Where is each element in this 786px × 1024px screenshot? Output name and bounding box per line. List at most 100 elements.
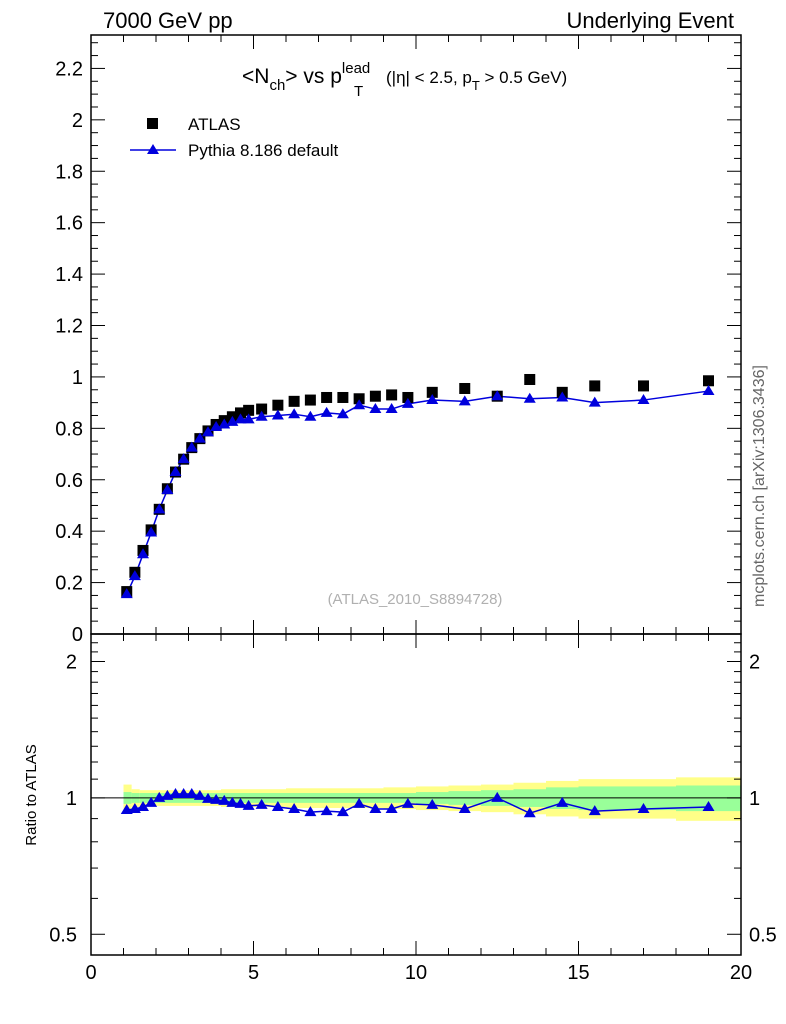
ratio-y-tick-label-right: 2 [749,651,760,673]
pythia-data-point [304,410,317,421]
ratio-y-tick-label: 2 [66,651,77,673]
legend-atlas-marker [147,118,158,129]
pythia-data-point [458,395,471,406]
pythia-data-point [426,394,439,405]
pythia-data-point [385,403,398,414]
pythia-ratio-point [288,803,301,814]
pythia-data-point [210,421,223,432]
pythia-ratio-point [210,793,223,804]
ratio-y-axis-label: Ratio to ATLAS [23,744,40,845]
main-y-tick-label: 0.8 [55,418,83,440]
pythia-ratio-point [242,799,255,810]
pythia-ratio-point [255,798,268,809]
atlas-data-point [235,407,246,419]
ratio-panel: 0.5 0.5 1 1 2 2 0 5 10 15 20 Ratio to ATLAS [23,633,777,984]
pythia-data-point [588,396,601,407]
pythia-data-point [401,397,414,408]
title-mid: > vs p [285,65,342,88]
pythia-data-point [145,526,158,537]
pythia-data-point [242,413,255,424]
atlas-data-point [243,404,255,416]
pythia-data-point [637,394,650,405]
pythia-data-point [202,426,214,437]
main-x-axis [90,35,742,634]
main-y-tick-label: 0 [72,624,83,646]
main-panel: 0 0.2 0.4 0.6 0.8 1 1.2 1.4 1.6 1.8 2 2.2 <Nch> vs … [55,34,742,646]
pythia-ratio-point [369,803,382,814]
pythia-ratio-point [193,789,206,800]
pythia-ratio-point [702,800,715,811]
pythia-ratio-point [177,787,190,798]
atlas-data-point [426,386,438,398]
pythia-ratio-point [458,803,471,814]
x-tick-label: 15 [567,962,589,984]
main-y-tick-label: 2 [72,110,83,132]
pythia-data-point [336,408,349,419]
atlas-data-point [638,380,649,392]
chart-title: <Nch> vs plead T(|η| < 2.5, pT > 0.5 GeV) [242,60,567,100]
atlas-data-point [256,403,268,415]
atlas-data-point [321,391,333,403]
main-y-tick-label: 0.6 [55,470,83,492]
ratio-y-tick-label-right: 1 [749,788,760,810]
title-sub-T: T [354,83,363,100]
pythia-data-point [193,432,206,443]
pythia-data-point [255,410,268,421]
main-y-tick-label: 0.4 [55,521,83,543]
title-cut-sub-T: T [472,78,480,93]
legend-atlas-label: ATLAS [188,115,241,134]
main-y-tick-label: 1.6 [55,213,83,235]
pythia-data-point [153,503,166,514]
pythia-data-point [177,453,190,464]
main-y-tick-label: 1.8 [55,161,83,183]
title-sub-ch: ch [269,77,285,94]
atlas-data-point [589,380,601,392]
pythia-data-point [353,399,366,410]
main-y-tick-label: 0.2 [55,573,83,595]
legend-pythia-label: Pythia 8.186 default [188,141,339,160]
atlas-data-point [459,382,471,394]
atlas-data-point [369,390,381,402]
atlas-data-point [353,393,365,405]
pythia-ratio-point [145,796,158,807]
pythia-data-point [369,403,382,414]
pythia-data-point [137,548,149,559]
pythia-ratio-point [491,791,504,802]
pythia-data-point [234,413,247,424]
pythia-data-point [702,385,715,396]
pythia-ratio-point [588,805,601,816]
main-data-layer [120,373,715,599]
pythia-data-point [218,418,231,429]
main-y-tick-label: 1.2 [55,316,83,338]
x-tick-label: 20 [730,962,752,984]
side-credit-text: mcplots.cern.ch [arXiv:1306.3436] [751,365,768,607]
pythia-data-point [271,409,284,420]
atlas-data-point [703,375,714,387]
pythia-ratio-point [320,805,333,816]
main-y-tick-label: 1 [72,367,83,389]
pythia-ratio-point [169,787,182,798]
title-cut-2: > 0.5 GeV) [480,68,567,87]
pythia-series-line [126,390,709,595]
ratio-y-tick-label-right: 0.5 [749,924,777,946]
pythia-data-point [128,570,141,581]
atlas-data-point [304,394,316,406]
pythia-ratio-point [137,800,149,811]
header-right-label: Underlying Event [566,8,734,33]
pythia-ratio-point [185,787,198,798]
pythia-data-point [226,415,239,426]
atlas-data-point [402,391,414,403]
pythia-data-point [120,588,133,599]
pythia-ratio-point [336,806,349,817]
ratio-y-tick-label: 0.5 [49,924,77,946]
atlas-data-point [272,399,284,411]
x-tick-label: 5 [248,962,259,984]
ratio-y-axis: 0.5 0.5 1 1 2 2 [49,642,777,946]
pythia-ratio-point [226,796,239,807]
pythia-data-point [161,484,174,495]
analysis-watermark: (ATLAS_2010_S8894728) [328,591,503,608]
atlas-data-point [337,391,349,403]
ratio-x-axis: 0 5 10 15 20 [85,634,752,984]
pythia-data-point [523,392,536,403]
